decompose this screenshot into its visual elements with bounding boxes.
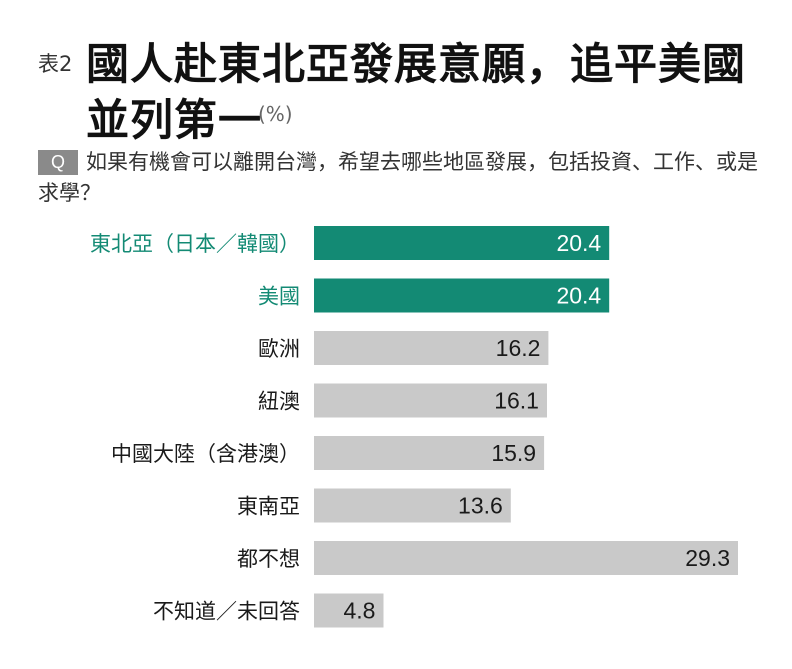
- category-label-6: 都不想: [237, 547, 300, 571]
- chart-title-line-2: 並列第一: [86, 96, 262, 146]
- category-label-7: 不知道／未回答: [153, 600, 300, 624]
- question-text: 如果有機會可以離開台灣，希望去哪些地區發展，包括投資、工作、或是求學？: [38, 150, 758, 205]
- value-label-1: 20.4: [556, 283, 601, 309]
- bar-1: [314, 278, 610, 313]
- question-badge: Q: [38, 150, 78, 175]
- value-label-2: 16.2: [496, 335, 541, 361]
- bar-2: [314, 331, 549, 365]
- bar-7: [314, 593, 384, 628]
- value-label-3: 16.1: [494, 388, 539, 414]
- table-number: 表2: [38, 52, 73, 76]
- value-label-7: 4.8: [343, 598, 375, 624]
- bar-5: [314, 488, 511, 523]
- bar-0: [314, 226, 610, 260]
- bar-6: [314, 541, 738, 575]
- unit-label: (%): [258, 102, 293, 126]
- bar-4: [314, 436, 545, 470]
- category-label-1: 美國: [258, 285, 300, 309]
- survey-question: Q 如果有機會可以離開台灣，希望去哪些地區發展，包括投資、工作、或是求學？: [38, 147, 758, 209]
- category-label-3: 紐澳: [258, 390, 300, 414]
- value-label-5: 13.6: [458, 493, 503, 519]
- category-label-4: 中國大陸（含港澳）: [111, 442, 300, 466]
- value-label-4: 15.9: [491, 440, 536, 466]
- category-label-5: 東南亞: [237, 495, 300, 519]
- category-label-2: 歐洲: [258, 337, 300, 361]
- value-label-0: 20.4: [556, 230, 601, 256]
- value-label-6: 29.3: [685, 545, 730, 571]
- bar-3: [314, 383, 547, 418]
- chart-title-line-1: 國人赴東北亞發展意願，追平美國: [86, 40, 746, 90]
- category-label-0: 東北亞（日本／韓國）: [90, 232, 300, 256]
